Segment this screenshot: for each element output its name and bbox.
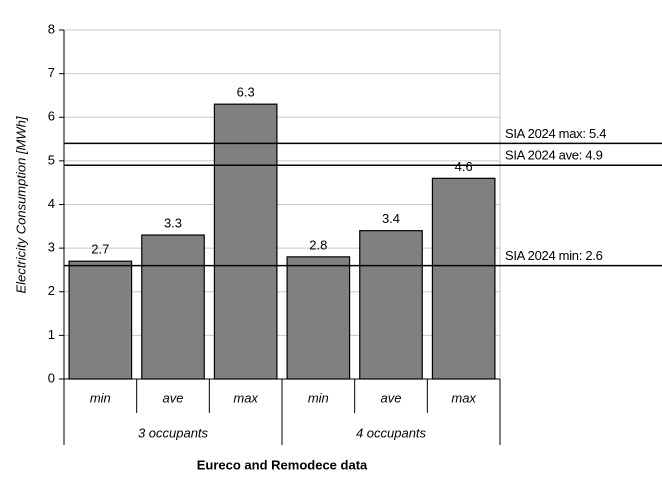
x-tick-label: ave <box>163 390 184 405</box>
y-axis-label: Electricity Consumption [MWh] <box>13 116 28 293</box>
bar <box>141 234 205 380</box>
group-label: 3 occupants <box>138 425 209 440</box>
x-tick-label: min <box>308 390 329 405</box>
y-tick-label: 2 <box>48 283 55 298</box>
y-tick-label: 7 <box>48 65 55 80</box>
value-label: 4.6 <box>455 159 473 174</box>
group-label: 4 occupants <box>356 425 427 440</box>
value-label: 3.4 <box>382 211 400 226</box>
bar <box>359 230 423 380</box>
x-axis-label: Eureco and Remodece data <box>197 457 368 472</box>
reference-label: SIA 2024 ave: 4.9 <box>505 148 603 163</box>
value-label: 2.8 <box>309 237 327 252</box>
y-tick-label: 0 <box>48 370 55 385</box>
reference-label: SIA 2024 max: 5.4 <box>505 126 606 141</box>
x-tick-label: max <box>233 390 258 405</box>
x-tick-label: max <box>451 390 476 405</box>
x-tick-label: ave <box>381 390 402 405</box>
reference-label: SIA 2024 min: 2.6 <box>505 248 603 263</box>
bar <box>286 256 351 380</box>
x-tick-label: min <box>90 390 111 405</box>
value-label: 2.7 <box>91 242 109 257</box>
value-label: 3.3 <box>164 215 182 230</box>
y-tick-label: 6 <box>48 109 55 124</box>
bar <box>68 260 133 380</box>
value-label: 6.3 <box>237 85 255 100</box>
bar <box>213 103 278 380</box>
bar <box>431 177 496 380</box>
y-tick-label: 5 <box>48 152 55 167</box>
y-tick-label: 8 <box>48 21 55 36</box>
y-tick-label: 3 <box>48 240 55 255</box>
y-tick-label: 1 <box>48 327 55 342</box>
y-tick-label: 4 <box>48 196 55 211</box>
